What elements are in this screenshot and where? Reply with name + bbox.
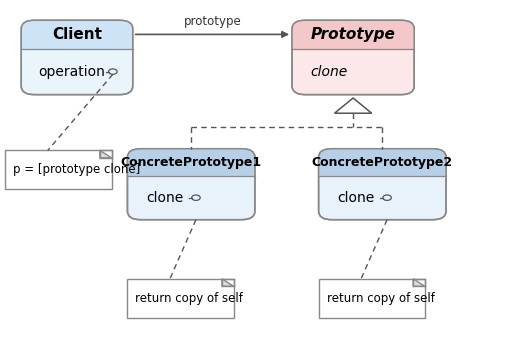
FancyBboxPatch shape [21,20,133,49]
FancyBboxPatch shape [319,149,446,176]
FancyBboxPatch shape [21,20,133,95]
FancyBboxPatch shape [292,20,414,95]
Bar [319,162,446,176]
Text: clone: clone [338,191,375,205]
Text: Client: Client [52,27,102,42]
Text: clone: clone [147,191,184,205]
Text: ConcretePrototype2: ConcretePrototype2 [312,156,453,169]
Polygon shape [335,98,372,113]
Bar [5,150,112,189]
FancyBboxPatch shape [319,149,446,220]
Bar [292,34,414,49]
Text: operation: operation [38,65,105,79]
Text: p = [prototype clone]: p = [prototype clone] [13,163,141,176]
Polygon shape [413,279,425,286]
Polygon shape [222,279,234,286]
Text: ConcretePrototype1: ConcretePrototype1 [121,156,262,169]
Bar [319,279,425,318]
FancyBboxPatch shape [127,149,255,176]
Text: Prototype: Prototype [311,27,396,42]
Bar [21,34,133,49]
Text: return copy of self: return copy of self [327,292,434,305]
FancyBboxPatch shape [292,20,414,49]
Text: clone: clone [310,65,348,79]
Polygon shape [100,150,112,158]
Text: return copy of self: return copy of self [135,292,243,305]
FancyBboxPatch shape [127,149,255,220]
Bar [127,162,255,176]
Text: prototype: prototype [184,15,241,28]
Bar [127,279,234,318]
